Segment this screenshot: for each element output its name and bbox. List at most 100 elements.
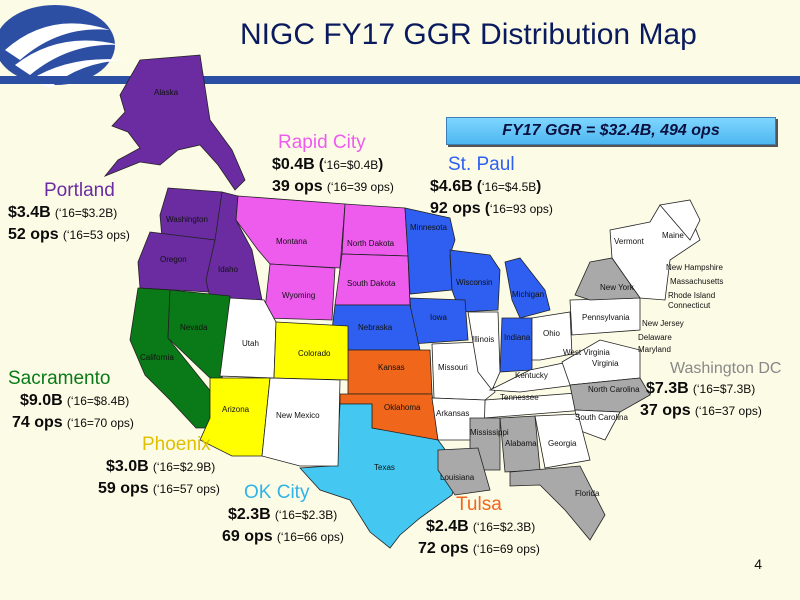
total-ggr-box: FY17 GGR = $32.4B, 494 ops <box>446 117 776 145</box>
state-utah <box>219 297 277 379</box>
state-ohio <box>531 311 573 361</box>
region-rapid-city: Rapid City $0.4B (‘16=$0.4B) 39 ops (‘16… <box>272 132 394 195</box>
header-divider <box>0 76 800 84</box>
label-texas: Texas <box>374 463 395 472</box>
label-new-jersey: New Jersey <box>642 319 684 328</box>
label-maine: Maine <box>662 231 684 240</box>
label-massachusetts: Massachusetts <box>670 277 723 286</box>
header <box>0 0 800 80</box>
label-illinois: Illinois <box>472 335 494 344</box>
region-ggr: $3.0B <box>106 458 149 475</box>
state-illinois <box>467 311 501 391</box>
state-alaska <box>103 54 246 191</box>
label-rhode-island: Rhode Island <box>668 291 715 300</box>
region-ggr-prev: (‘16=$8.4B) <box>66 394 130 408</box>
state-wisconsin <box>449 249 501 313</box>
label-ohio: Ohio <box>543 329 560 338</box>
region-ggr-prev: (‘16=$3.2B) <box>54 206 118 220</box>
state-colorado <box>273 321 349 381</box>
label-vermont: Vermont <box>614 237 645 246</box>
label-iowa: Iowa <box>430 313 447 322</box>
label-pennsylvania: Pennsylvania <box>582 313 630 322</box>
state-maine <box>659 199 701 241</box>
region-ggr: $0.4B <box>272 156 315 173</box>
region-name: Washington DC <box>670 360 782 377</box>
region-ops: 37 ops <box>640 402 691 419</box>
region-washington-dc: Washington DC $7.3B (‘16=$7.3B) 37 ops (… <box>640 360 781 422</box>
region-ops: 69 ops <box>222 528 273 545</box>
region-ops-prev: (‘16=57 ops) <box>152 482 220 496</box>
state-florida <box>509 465 606 541</box>
label-arkansas: Arkansas <box>436 409 469 418</box>
region-ops-prev: (‘16=53 ops) <box>62 228 130 242</box>
label-wyoming: Wyoming <box>282 291 315 300</box>
region-ops: 59 ops <box>98 480 149 497</box>
region-ggr-prev: (‘16=$2.3B) <box>472 520 536 534</box>
region-sacramento: Sacramento $9.0B (‘16=$8.4B) 74 ops (‘16… <box>8 368 134 434</box>
label-arizona: Arizona <box>222 405 250 414</box>
region-ops-prev: (‘16=39 ops) <box>326 180 394 194</box>
label-utah: Utah <box>242 339 259 348</box>
state-michigan <box>504 257 551 319</box>
region-ggr-prev: (‘16=$2.3B) <box>274 508 338 522</box>
region-ggr: $2.4B <box>426 518 469 535</box>
label-alabama: Alabama <box>505 439 537 448</box>
label-new-mexico: New Mexico <box>276 411 320 420</box>
label-oregon: Oregon <box>160 255 187 264</box>
page-title: NIGC FY17 GGR Distribution Map <box>240 18 697 51</box>
region-ops-prev: (‘16=37 ops) <box>694 404 762 418</box>
region-ops-prev: ‘16=93 ops) <box>489 202 553 216</box>
label-missouri: Missouri <box>438 363 468 372</box>
region-name: Rapid City <box>278 132 366 153</box>
region-ops: 72 ops <box>418 540 469 557</box>
state-new-mexico <box>261 377 341 467</box>
region-ggr: $3.4B <box>8 204 51 221</box>
label-michigan: Michigan <box>512 290 544 299</box>
label-indiana: Indiana <box>504 333 531 342</box>
label-montana: Montana <box>276 237 308 246</box>
state-virginia <box>561 339 641 386</box>
label-wisconsin: Wisconsin <box>456 278 492 287</box>
label-minnesota: Minnesota <box>410 223 447 232</box>
region-ops-prev: (‘16=69 ops) <box>472 542 540 556</box>
region-portland: Portland $3.4B (‘16=$3.2B) 52 ops (‘16=5… <box>8 180 130 246</box>
region-name: St. Paul <box>448 154 515 175</box>
region-ggr: $7.3B <box>646 380 689 397</box>
label-delaware: Delaware <box>638 333 672 342</box>
label-nebraska: Nebraska <box>358 323 393 332</box>
label-colorado: Colorado <box>298 349 331 358</box>
region-name: OK City <box>244 482 310 503</box>
region-ops: 39 ops <box>272 178 323 195</box>
label-washington: Washington <box>166 215 208 224</box>
state-kansas <box>347 349 433 395</box>
state-north-dakota <box>341 203 409 257</box>
label-alaska: Alaska <box>154 88 179 97</box>
region-name: Phoenix <box>142 434 211 455</box>
label-tennessee: Tennessee <box>500 393 539 402</box>
region-ops-prev: (‘16=70 ops) <box>66 416 134 430</box>
region-name: Portland <box>44 180 115 201</box>
region-ggr-prev: ‘16=$4.5B <box>481 180 537 194</box>
region-ggr: $4.6B <box>430 178 473 195</box>
state-labels: Alaska Washington Oregon Idaho Montana W… <box>140 88 723 498</box>
state-new-york <box>574 257 641 301</box>
state-indiana <box>499 317 533 373</box>
label-new-york: New York <box>600 283 635 292</box>
label-louisiana: Louisiana <box>440 473 475 482</box>
label-connecticut: Connecticut <box>668 301 711 310</box>
slide-number: 4 <box>754 556 762 572</box>
region-phoenix: Phoenix $3.0B (‘16=$2.9B) 59 ops (‘16=57… <box>98 434 220 500</box>
state-texas <box>299 403 461 549</box>
label-south-carolina: South Carolina <box>575 413 628 422</box>
region-name: Sacramento <box>8 368 111 389</box>
label-idaho: Idaho <box>218 265 239 274</box>
region-ops-prev: (‘16=66 ops) <box>276 530 344 544</box>
label-mississippi: Mississippi <box>470 428 509 437</box>
label-oklahoma: Oklahoma <box>384 403 421 412</box>
region-ggr-prev: (‘16=$2.9B) <box>152 460 216 474</box>
label-georgia: Georgia <box>548 439 577 448</box>
label-maryland: Maryland <box>638 345 671 354</box>
label-florida: Florida <box>575 489 600 498</box>
state-louisiana <box>437 447 491 496</box>
